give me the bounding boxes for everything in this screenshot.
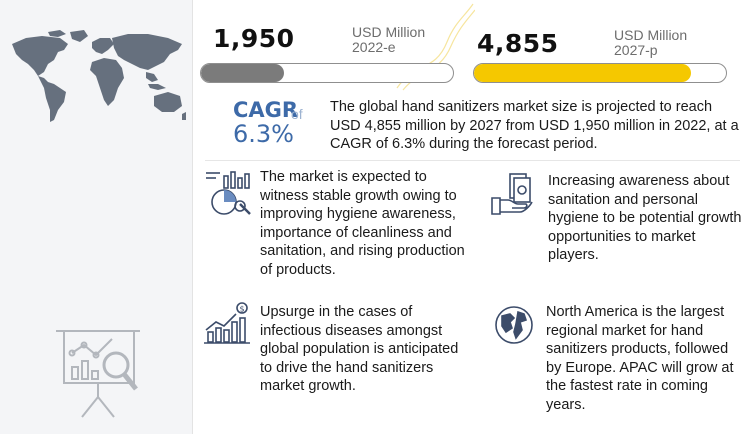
cagr-of: of — [291, 106, 303, 122]
divider — [205, 160, 740, 161]
start-value: 1,950 — [213, 24, 295, 53]
globe-icon — [495, 306, 533, 344]
end-value: 4,855 — [477, 29, 559, 58]
start-progress-fill — [201, 64, 285, 82]
start-period: 2022-e — [352, 39, 396, 55]
end-period: 2027-p — [614, 42, 658, 58]
left-panel — [0, 0, 193, 434]
point-text-1: The market is expected to witness stable… — [260, 169, 465, 278]
end-unit: USD Million — [614, 27, 688, 43]
point-text-4: North America is the largest regional ma… — [546, 304, 734, 413]
presentation-board-icon — [56, 330, 140, 418]
cagr-label: CAGR — [233, 98, 299, 122]
point-text-2: Increasing awareness about sanitation an… — [548, 173, 742, 263]
hand-money-icon — [491, 173, 533, 215]
point-text-3: Upsurge in the cases of infectious disea… — [260, 304, 459, 394]
end-progress-bar — [473, 63, 727, 83]
start-progress-bar — [200, 63, 454, 83]
growth-bars-dollar-icon: $ — [204, 302, 250, 344]
svg-text:$: $ — [240, 305, 245, 314]
end-progress-fill — [474, 64, 691, 82]
analytics-chart-icon — [206, 171, 251, 215]
market-summary: The global hand sanitizers market size i… — [330, 99, 739, 152]
cagr-value: 6.3% — [233, 120, 294, 148]
world-map-icon — [12, 30, 186, 122]
start-unit: USD Million — [352, 24, 426, 40]
